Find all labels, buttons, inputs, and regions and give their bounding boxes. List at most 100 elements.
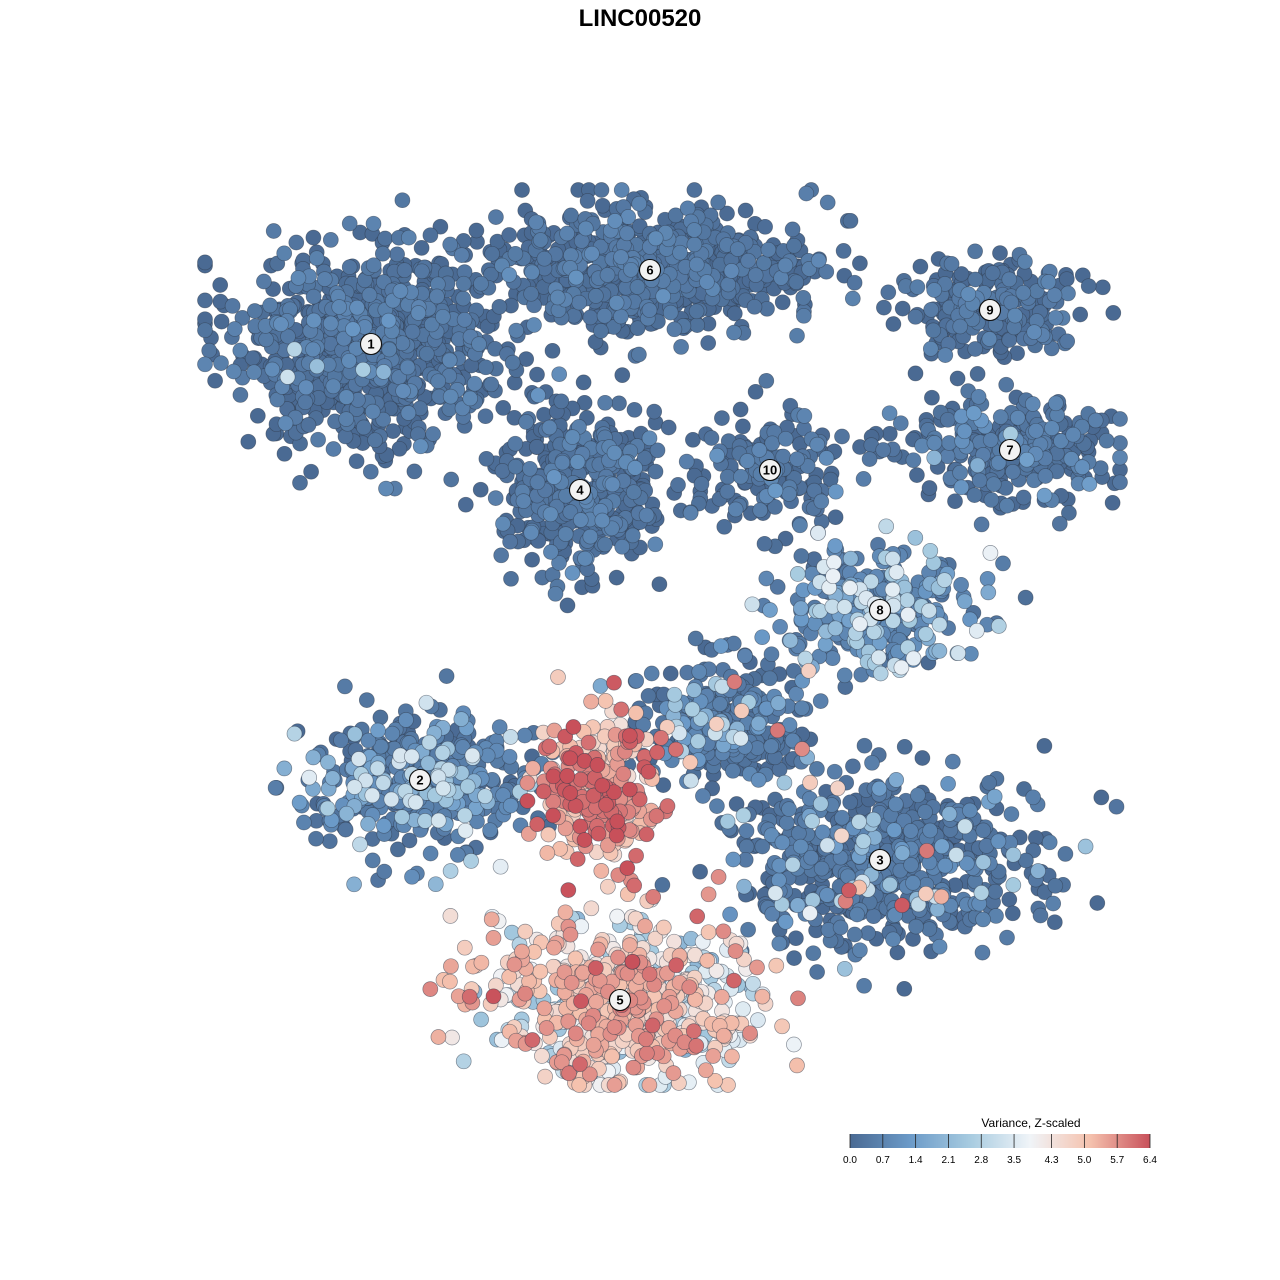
scatter-point xyxy=(827,483,844,500)
scatter-point xyxy=(992,245,1008,261)
scatter-point xyxy=(872,665,889,682)
scatter-point xyxy=(975,822,992,839)
scatter-point xyxy=(813,493,830,510)
scatter-point xyxy=(768,957,785,974)
scatter-point xyxy=(949,370,966,387)
scatter-point xyxy=(902,823,919,839)
scatter-point xyxy=(442,908,459,924)
scatter-point xyxy=(725,851,742,868)
scatter-point xyxy=(1104,494,1121,511)
scatter-point xyxy=(529,474,546,491)
scatter-point xyxy=(606,444,623,461)
scatter-point xyxy=(888,772,905,788)
scatter-point xyxy=(926,449,943,466)
scatter-point xyxy=(876,299,892,316)
scatter-point xyxy=(769,579,786,595)
scatter-point xyxy=(442,236,459,253)
scatter-point xyxy=(279,369,296,385)
scatter-point xyxy=(432,218,449,235)
scatter-point xyxy=(360,732,377,749)
scatter-point xyxy=(572,512,589,528)
scatter-point xyxy=(1105,305,1122,321)
scatter-point xyxy=(543,544,559,560)
scatter-point xyxy=(756,535,773,552)
scatter-point xyxy=(395,383,411,399)
scatter-point xyxy=(325,378,342,395)
scatter-point xyxy=(463,853,479,869)
scatter-point xyxy=(324,770,341,786)
scatter-point xyxy=(322,232,339,248)
scatter-point xyxy=(628,705,644,721)
scatter-point xyxy=(596,307,613,324)
scatter-point xyxy=(921,921,938,937)
scatter-point xyxy=(619,225,635,242)
scatter-point xyxy=(865,811,882,828)
scatter-point xyxy=(316,271,333,287)
scatter-point xyxy=(575,374,592,391)
scatter-point xyxy=(608,569,625,586)
scatter-point xyxy=(197,322,213,339)
scatter-point xyxy=(413,240,430,256)
scatter-point xyxy=(926,435,943,451)
scatter-point xyxy=(893,659,910,676)
scatter-point xyxy=(784,856,801,873)
scatter-point xyxy=(903,857,919,873)
scatter-point xyxy=(197,292,213,309)
scatter-point xyxy=(478,450,495,467)
scatter-point xyxy=(225,363,242,380)
scatter-point xyxy=(319,800,336,817)
scatter-point xyxy=(789,327,805,344)
scatter-point xyxy=(604,476,621,493)
scatter-point xyxy=(861,451,878,467)
scatter-point xyxy=(771,935,788,952)
scatter-point xyxy=(564,565,581,581)
scatter-point xyxy=(420,755,437,772)
scatter-point xyxy=(376,863,393,880)
scatter-point xyxy=(666,686,683,703)
scatter-point xyxy=(197,356,213,373)
scatter-point xyxy=(922,822,938,839)
scatter-point xyxy=(732,401,749,418)
scatter-point xyxy=(825,568,841,585)
scatter-point xyxy=(917,626,934,642)
scatter-point xyxy=(400,405,417,421)
scatter-point xyxy=(796,408,813,424)
scatter-point xyxy=(429,288,445,305)
scatter-point xyxy=(713,638,729,654)
scatter-point xyxy=(909,279,926,295)
scatter-point xyxy=(256,273,272,290)
scatter-point xyxy=(1036,738,1053,754)
scatter-point xyxy=(1065,426,1082,443)
scatter-point xyxy=(689,317,706,333)
scatter-point xyxy=(809,761,825,777)
scatter-point xyxy=(999,929,1015,946)
scatter-point xyxy=(782,632,799,649)
scatter-point xyxy=(568,269,584,286)
scatter-point xyxy=(687,630,704,647)
scatter-point xyxy=(786,950,802,966)
scatter-point xyxy=(947,493,963,510)
scatter-point xyxy=(1009,409,1026,426)
scatter-point xyxy=(983,492,1000,508)
scatter-point xyxy=(987,883,1004,900)
scatter-point xyxy=(937,347,954,363)
scatter-point xyxy=(364,852,381,869)
scatter-point xyxy=(487,490,504,506)
scatter-point xyxy=(688,303,705,320)
scatter-point xyxy=(693,476,710,492)
scatter-point xyxy=(908,918,924,935)
scatter-point xyxy=(842,212,859,229)
scatter-point xyxy=(360,816,376,832)
scatter-point xyxy=(788,930,804,947)
scatter-point xyxy=(767,885,784,901)
scatter-point xyxy=(553,393,570,410)
scatter-point xyxy=(502,729,519,745)
scatter-point xyxy=(662,665,679,682)
scatter-point xyxy=(226,321,243,337)
scatter-point xyxy=(418,345,435,362)
scatter-point xyxy=(249,407,266,424)
scatter-point xyxy=(593,323,609,339)
scatter-point xyxy=(960,286,977,302)
scatter-point xyxy=(375,817,392,834)
scatter-point xyxy=(1045,895,1062,912)
